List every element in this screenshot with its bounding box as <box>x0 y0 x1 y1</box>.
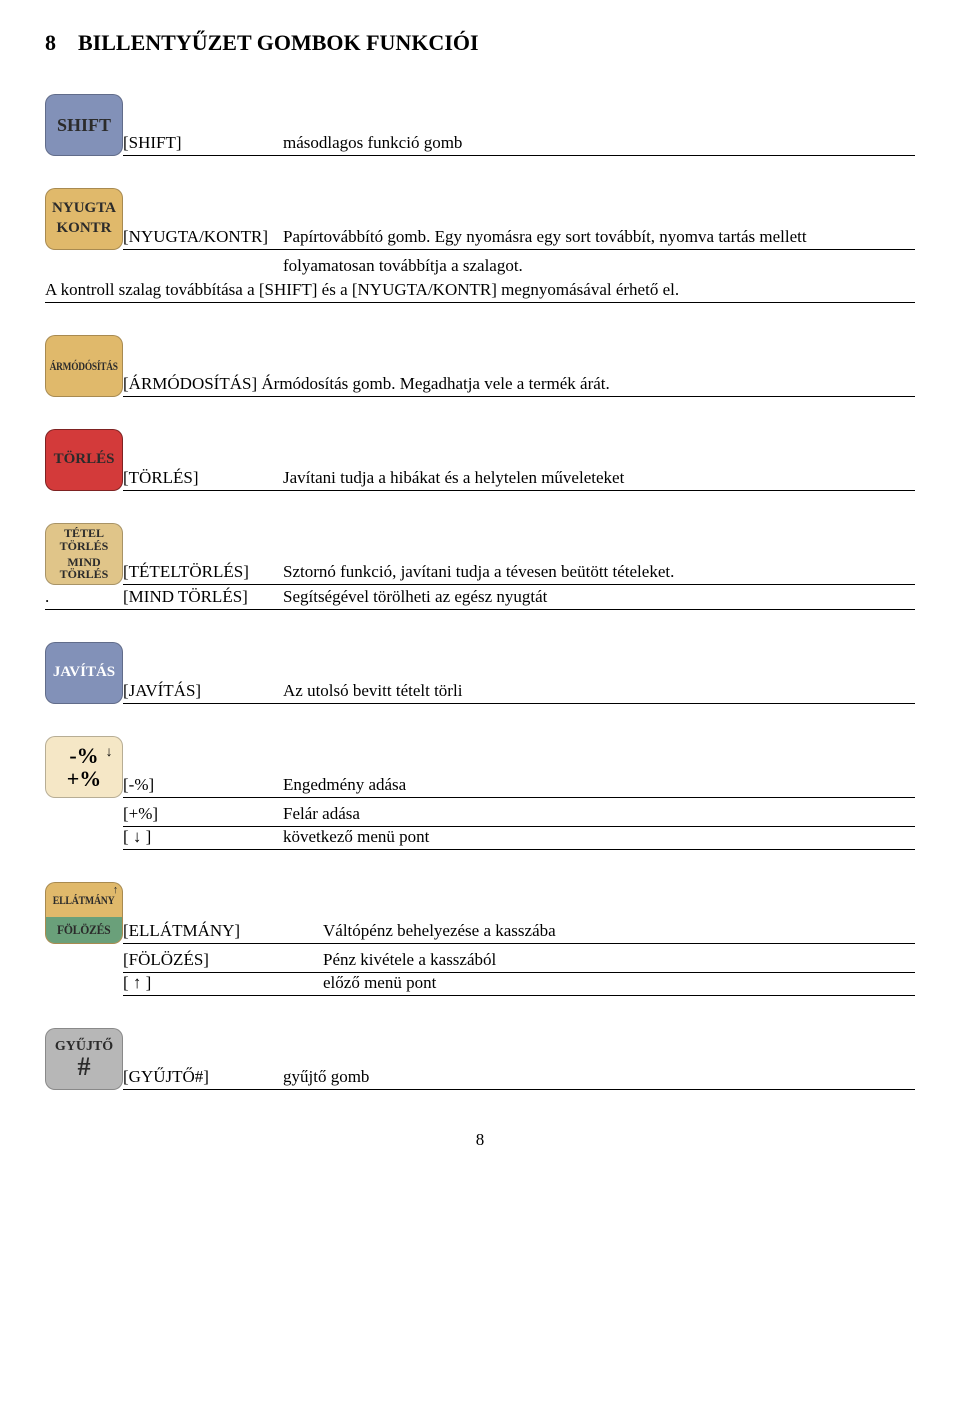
key-desc: következő menü pont <box>283 827 915 850</box>
key-desc: Pénz kivétele a kasszából <box>323 950 915 973</box>
key-label: [SHIFT] <box>123 133 283 156</box>
key-label: [ ↑ ] <box>123 973 323 996</box>
keycap-ellatmany: ELLÁTMÁNY ↑ FÖLÖZÉS <box>45 882 123 944</box>
keycap-gyujto: GYŰJTŐ # <box>45 1028 123 1090</box>
keycap-shift: SHIFT <box>45 94 123 156</box>
keycap-percent: -% ↓ +% <box>45 736 123 798</box>
key-section-ellatmany: ELLÁTMÁNY ↑ FÖLÖZÉS [ELLÁTMÁNY] Váltópén… <box>45 882 915 996</box>
key-label: [ELLÁTMÁNY] <box>123 921 323 944</box>
section-heading: BILLENTYŰZET GOMBOK FUNKCIÓI <box>78 30 479 55</box>
key-section-gyujto: GYŰJTŐ # [GYŰJTŐ#] gyűjtő gomb <box>45 1028 915 1090</box>
key-desc: Felár adása <box>283 804 915 827</box>
key-section-percent: -% ↓ +% [-%] Engedmény adása [+%] Felár … <box>45 736 915 850</box>
section-number: 8 <box>45 30 56 55</box>
key-desc: Engedmény adása <box>283 775 915 798</box>
key-desc: Ármódosítás gomb. Megadhatja vele a term… <box>261 374 609 393</box>
key-label: [FÖLÖZÉS] <box>123 950 323 973</box>
key-desc-cont: folyamatosan továbbítja a szalagot. <box>283 256 915 278</box>
key-desc: gyűjtő gomb <box>283 1067 915 1090</box>
key-desc: Sztornó funkció, javítani tudja a tévese… <box>283 562 915 585</box>
prefix-dot: . <box>45 587 123 610</box>
key-desc: Az utolsó bevitt tételt törli <box>283 681 915 704</box>
key-label: [+%] <box>123 804 283 827</box>
key-section-tetel: TÉTEL TÖRLÉS MIND TÖRLÉS [TÉTELTÖRLÉS] S… <box>45 523 915 610</box>
key-desc: Váltópénz behelyezése a kasszába <box>323 921 915 944</box>
key-section-armod: ÁRMÓDÓSÍTÁS [ÁRMÓDOSÍTÁS] Ármódosítás go… <box>45 335 915 397</box>
key-desc: Segítségével törölheti az egész nyugtát <box>283 587 915 610</box>
key-desc: Papírtovábbító gomb. Egy nyomásra egy so… <box>283 227 915 250</box>
page-title: 8 BILLENTYŰZET GOMBOK FUNKCIÓI <box>45 30 915 56</box>
key-desc: Javítani tudja a hibákat és a helytelen … <box>283 468 915 491</box>
key-section-javitas: JAVÍTÁS [JAVÍTÁS] Az utolsó bevitt tétel… <box>45 642 915 704</box>
page-number: 8 <box>45 1130 915 1150</box>
keycap-tetel: TÉTEL TÖRLÉS MIND TÖRLÉS <box>45 523 123 585</box>
key-label: [-%] <box>123 775 283 798</box>
keycap-javitas: JAVÍTÁS <box>45 642 123 704</box>
key-label: [ ↓ ] <box>123 827 283 850</box>
key-section-shift: SHIFT [SHIFT] másodlagos funkció gomb <box>45 94 915 156</box>
key-label: [ÁRMÓDOSÍTÁS] <box>123 374 257 393</box>
key-label: [JAVÍTÁS] <box>123 681 283 704</box>
keycap-armod: ÁRMÓDÓSÍTÁS <box>45 335 123 397</box>
key-desc: másodlagos funkció gomb <box>283 133 915 156</box>
key-label: [MIND TÖRLÉS] <box>123 587 283 610</box>
key-section-nyugta: NYUGTA KONTR [NYUGTA/KONTR] Papírtovábbí… <box>45 188 915 303</box>
key-label: [TÖRLÉS] <box>123 468 283 491</box>
key-label: [NYUGTA/KONTR] <box>123 227 283 250</box>
key-label: [GYŰJTŐ#] <box>123 1067 283 1090</box>
key-note: A kontroll szalag továbbítása a [SHIFT] … <box>45 280 915 303</box>
key-label: [TÉTELTÖRLÉS] <box>123 562 283 585</box>
keycap-torles: TÖRLÉS <box>45 429 123 491</box>
keycap-nyugta: NYUGTA KONTR <box>45 188 123 250</box>
key-section-torles: TÖRLÉS [TÖRLÉS] Javítani tudja a hibákat… <box>45 429 915 491</box>
key-desc: előző menü pont <box>323 973 915 996</box>
